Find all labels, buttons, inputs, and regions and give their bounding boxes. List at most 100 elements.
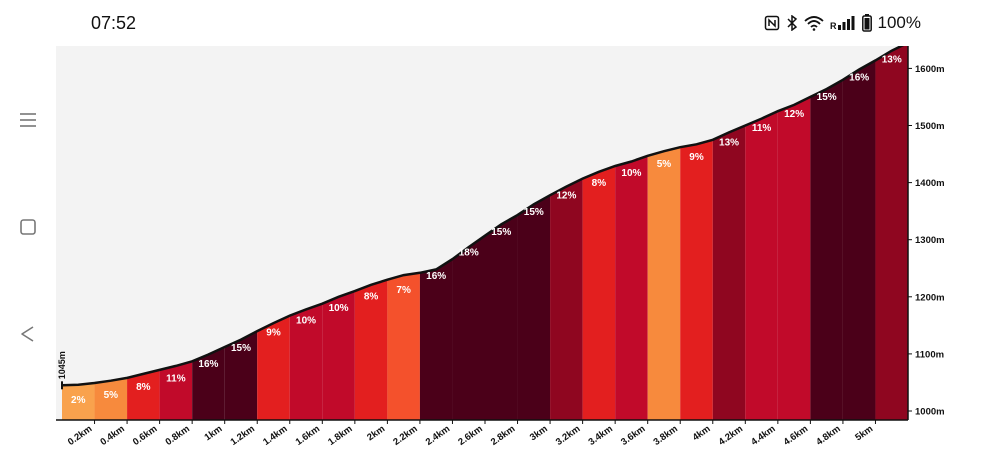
grade-segment[interactable] (550, 178, 583, 420)
x-tick-label: 1.8km (326, 423, 354, 447)
x-tick-label: 1.2km (229, 423, 257, 447)
grade-segment[interactable] (127, 369, 160, 420)
y-tick-label: 1200m (915, 292, 945, 303)
x-tick-label: 1km (203, 423, 225, 443)
grade-segment[interactable] (387, 272, 420, 420)
grade-segment[interactable] (224, 331, 258, 420)
x-tick-label: 3.8km (652, 423, 680, 447)
grade-label: 15% (524, 207, 544, 218)
grade-segment[interactable] (582, 166, 616, 420)
grade-label: 16% (426, 271, 446, 282)
x-tick-label: 3.2km (554, 423, 582, 447)
grade-label: 9% (266, 328, 281, 339)
x-tick-label: 4.2km (717, 423, 745, 447)
grade-label: 13% (882, 55, 902, 66)
grade-segment[interactable] (159, 361, 193, 420)
y-tick-label: 1000m (915, 407, 945, 418)
x-tick-label: 2.2km (391, 423, 419, 447)
x-tick-label: 2.8km (489, 423, 517, 447)
y-tick-label: 1100m (915, 349, 944, 360)
grade-label: 10% (329, 303, 349, 314)
x-tick-label: 4.6km (782, 423, 810, 447)
y-tick-label: 1500m (915, 121, 945, 132)
bluetooth-icon (786, 15, 798, 31)
grade-label: 16% (198, 359, 218, 370)
grade-segment[interactable] (192, 347, 225, 420)
grade-segment[interactable] (615, 155, 648, 420)
grade-label: 12% (556, 191, 576, 202)
grade-segment[interactable] (322, 291, 355, 420)
x-tick-label: 5km (853, 423, 875, 443)
elevation-profile-chart[interactable]: 2% 5% 8% 11% 16% 15% 9% 10% 10% 8% 7% 16% 18% 15% 15% 1… (56, 46, 955, 450)
x-tick-label: 4km (691, 423, 713, 443)
grade-label: 5% (104, 390, 119, 401)
clock: 07:52 (91, 13, 137, 33)
x-tick-label: 0.2km (66, 423, 94, 447)
grade-labels: 2% 5% 8% 11% 16% 15% 9% 10% 10% 8% 7% 16% 18% 15% 15% 1… (71, 55, 902, 406)
roaming-indicator: R (830, 21, 837, 31)
grade-segments (62, 46, 908, 420)
elevation-profile-line (61, 46, 905, 387)
grade-label: 18% (459, 248, 479, 259)
grade-label: 10% (296, 316, 316, 327)
start-elevation-label: 1045m (57, 351, 67, 379)
grade-segment[interactable] (94, 377, 128, 420)
x-tick-label: 0.8km (163, 423, 191, 447)
start-elevation-marker: 1045m (57, 351, 67, 390)
battery-icon (861, 14, 872, 32)
x-tick-label: 2.6km (456, 423, 484, 447)
status-icons: R 100% (764, 12, 921, 34)
grade-segment[interactable] (452, 235, 485, 420)
x-tick-label: 0.4km (98, 423, 126, 447)
x-tick-label: 2.4km (424, 423, 452, 447)
y-tick-label: 1600m (915, 64, 945, 75)
grade-label: 2% (71, 395, 86, 406)
x-tick-label: 3km (528, 423, 550, 443)
grade-segment[interactable] (875, 46, 908, 420)
x-axis-ticks: 0.2km 0.4km 0.6km 0.8km 1km 1.2km 1.4km 1.6km 1.… (66, 420, 876, 448)
grade-segment[interactable] (712, 125, 746, 421)
grade-label: 15% (817, 92, 837, 103)
grade-segment[interactable] (289, 303, 323, 420)
grade-segment[interactable] (354, 279, 388, 420)
x-tick-label: 0.6km (131, 423, 159, 447)
status-bar: 07:52 R (56, 0, 955, 46)
grade-label: 15% (491, 227, 511, 238)
grade-segment[interactable] (419, 259, 453, 420)
grade-segment[interactable] (680, 139, 713, 420)
grade-label: 8% (364, 292, 379, 303)
grade-segment[interactable] (777, 96, 811, 420)
y-tick-label: 1400m (915, 178, 945, 189)
elevation-profile-svg: 2% 5% 8% 11% 16% 15% 9% 10% 10% 8% 7% 16% 18% 15% 15% 1… (56, 46, 945, 448)
x-tick-label: 4.4km (749, 423, 777, 447)
y-tick-label: 1300m (915, 235, 945, 246)
signal-icon: R (830, 15, 856, 31)
grade-segment[interactable] (485, 215, 518, 420)
grade-label: 13% (719, 138, 739, 149)
nfc-icon (764, 15, 780, 31)
navigation-bar (0, 0, 56, 450)
grade-label: 11% (752, 123, 772, 134)
grade-label: 7% (396, 285, 411, 296)
wifi-icon (803, 15, 824, 31)
x-tick-label: 4.8km (814, 423, 842, 447)
grade-label: 12% (784, 109, 804, 120)
grade-label: 8% (136, 382, 151, 393)
grade-label: 10% (621, 168, 641, 179)
battery-percent: 100% (877, 13, 921, 32)
menu-icon[interactable] (14, 106, 42, 134)
grade-segment[interactable] (647, 147, 681, 420)
grade-segment[interactable] (810, 79, 843, 420)
grade-segment[interactable] (745, 111, 778, 420)
grade-segment[interactable] (842, 60, 876, 420)
x-tick-label: 1.6km (294, 423, 322, 447)
home-square-icon[interactable] (14, 213, 42, 241)
grade-segment[interactable] (257, 315, 290, 420)
grade-label: 9% (689, 152, 704, 163)
x-tick-label: 3.4km (586, 423, 614, 447)
back-triangle-icon[interactable] (14, 320, 42, 348)
grade-label: 8% (592, 178, 607, 189)
x-tick-label: 1.4km (261, 423, 289, 447)
grade-segment[interactable] (517, 195, 551, 420)
grade-segment[interactable] (62, 383, 95, 420)
